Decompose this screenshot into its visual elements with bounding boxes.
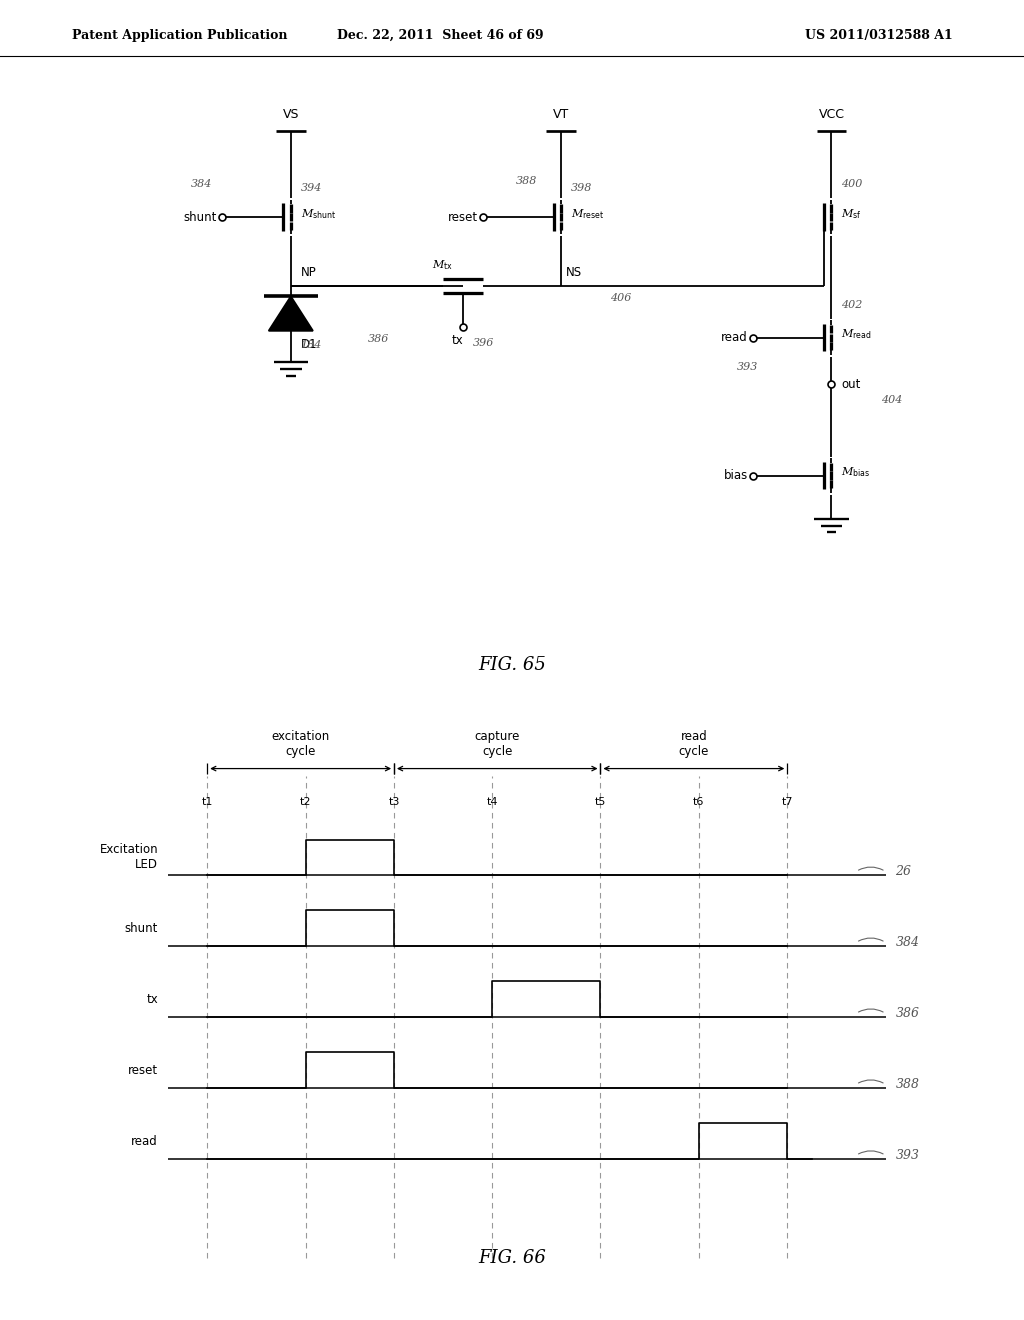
Text: 394: 394 (301, 183, 322, 193)
Text: capture
cycle: capture cycle (474, 730, 520, 758)
Text: FIG. 65: FIG. 65 (478, 656, 546, 675)
Text: t5: t5 (595, 797, 606, 807)
Text: 384: 384 (895, 936, 920, 949)
Text: 388: 388 (895, 1078, 920, 1090)
Text: 393: 393 (737, 362, 759, 372)
Text: read: read (131, 1135, 158, 1147)
Text: 402: 402 (842, 300, 862, 310)
Text: shunt: shunt (183, 211, 217, 223)
Text: 393: 393 (895, 1148, 920, 1162)
Text: Dec. 22, 2011  Sheet 46 of 69: Dec. 22, 2011 Sheet 46 of 69 (337, 29, 544, 42)
Text: FIG. 66: FIG. 66 (478, 1249, 546, 1267)
Text: excitation
cycle: excitation cycle (271, 730, 330, 758)
Text: 386: 386 (895, 1007, 920, 1020)
Text: reset: reset (128, 1064, 158, 1077)
Text: M$_{\mathsf{sf}}$: M$_{\mathsf{sf}}$ (842, 207, 862, 220)
Text: M$_{\mathsf{tx}}$: M$_{\mathsf{tx}}$ (432, 259, 453, 272)
Polygon shape (268, 297, 313, 331)
Text: 384: 384 (190, 180, 212, 190)
Text: NS: NS (566, 267, 583, 279)
Text: 400: 400 (842, 180, 862, 190)
Text: NP: NP (301, 267, 316, 279)
Text: 26: 26 (895, 865, 911, 878)
Text: 386: 386 (368, 334, 389, 345)
Text: reset: reset (447, 211, 477, 223)
Text: t4: t4 (486, 797, 498, 807)
Text: US 2011/0312588 A1: US 2011/0312588 A1 (805, 29, 952, 42)
Text: M$_{\mathsf{reset}}$: M$_{\mathsf{reset}}$ (571, 207, 604, 220)
Text: shunt: shunt (125, 921, 158, 935)
Text: M$_{\mathsf{bias}}$: M$_{\mathsf{bias}}$ (842, 465, 870, 479)
Text: read: read (721, 331, 748, 345)
Text: t2: t2 (300, 797, 311, 807)
Text: 404: 404 (881, 395, 902, 404)
Text: out: out (842, 378, 861, 391)
Text: t1: t1 (202, 797, 213, 807)
Text: VCC: VCC (818, 107, 845, 120)
Text: M$_{\mathsf{read}}$: M$_{\mathsf{read}}$ (842, 327, 872, 341)
Text: 184: 184 (301, 339, 322, 350)
Text: D1: D1 (301, 338, 317, 351)
Text: 406: 406 (610, 293, 632, 304)
Text: M$_{\mathsf{shunt}}$: M$_{\mathsf{shunt}}$ (301, 207, 336, 220)
Text: 398: 398 (571, 183, 592, 193)
Text: t3: t3 (388, 797, 399, 807)
Text: 396: 396 (473, 338, 494, 347)
Text: bias: bias (724, 469, 748, 482)
Text: VS: VS (283, 107, 299, 120)
Text: VT: VT (553, 107, 569, 120)
Text: Patent Application Publication: Patent Application Publication (72, 29, 287, 42)
Text: read
cycle: read cycle (679, 730, 709, 758)
Text: Excitation
LED: Excitation LED (99, 843, 158, 871)
Text: tx: tx (452, 334, 464, 347)
Text: t7: t7 (781, 797, 793, 807)
Text: 388: 388 (516, 176, 538, 186)
Text: t6: t6 (693, 797, 705, 807)
Text: tx: tx (146, 993, 158, 1006)
